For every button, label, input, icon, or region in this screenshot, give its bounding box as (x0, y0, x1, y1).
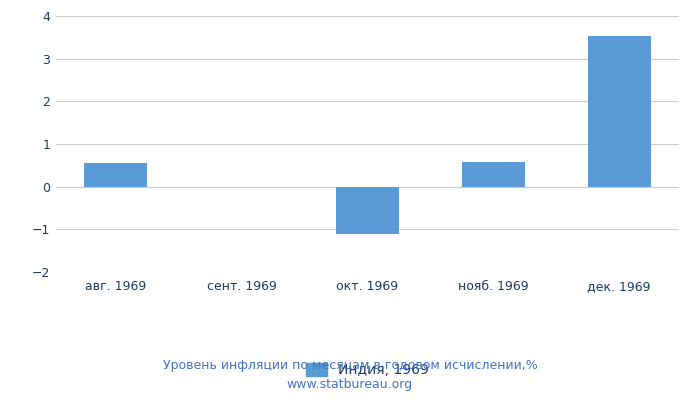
Legend: Индия, 1969: Индия, 1969 (300, 358, 435, 383)
Text: www.statbureau.org: www.statbureau.org (287, 378, 413, 391)
Text: Уровень инфляции по месяцам в годовом исчислении,%: Уровень инфляции по месяцам в годовом ис… (162, 360, 538, 372)
Bar (336, 187, 399, 234)
Bar (84, 163, 147, 187)
Bar (462, 162, 525, 187)
Bar (588, 36, 651, 187)
